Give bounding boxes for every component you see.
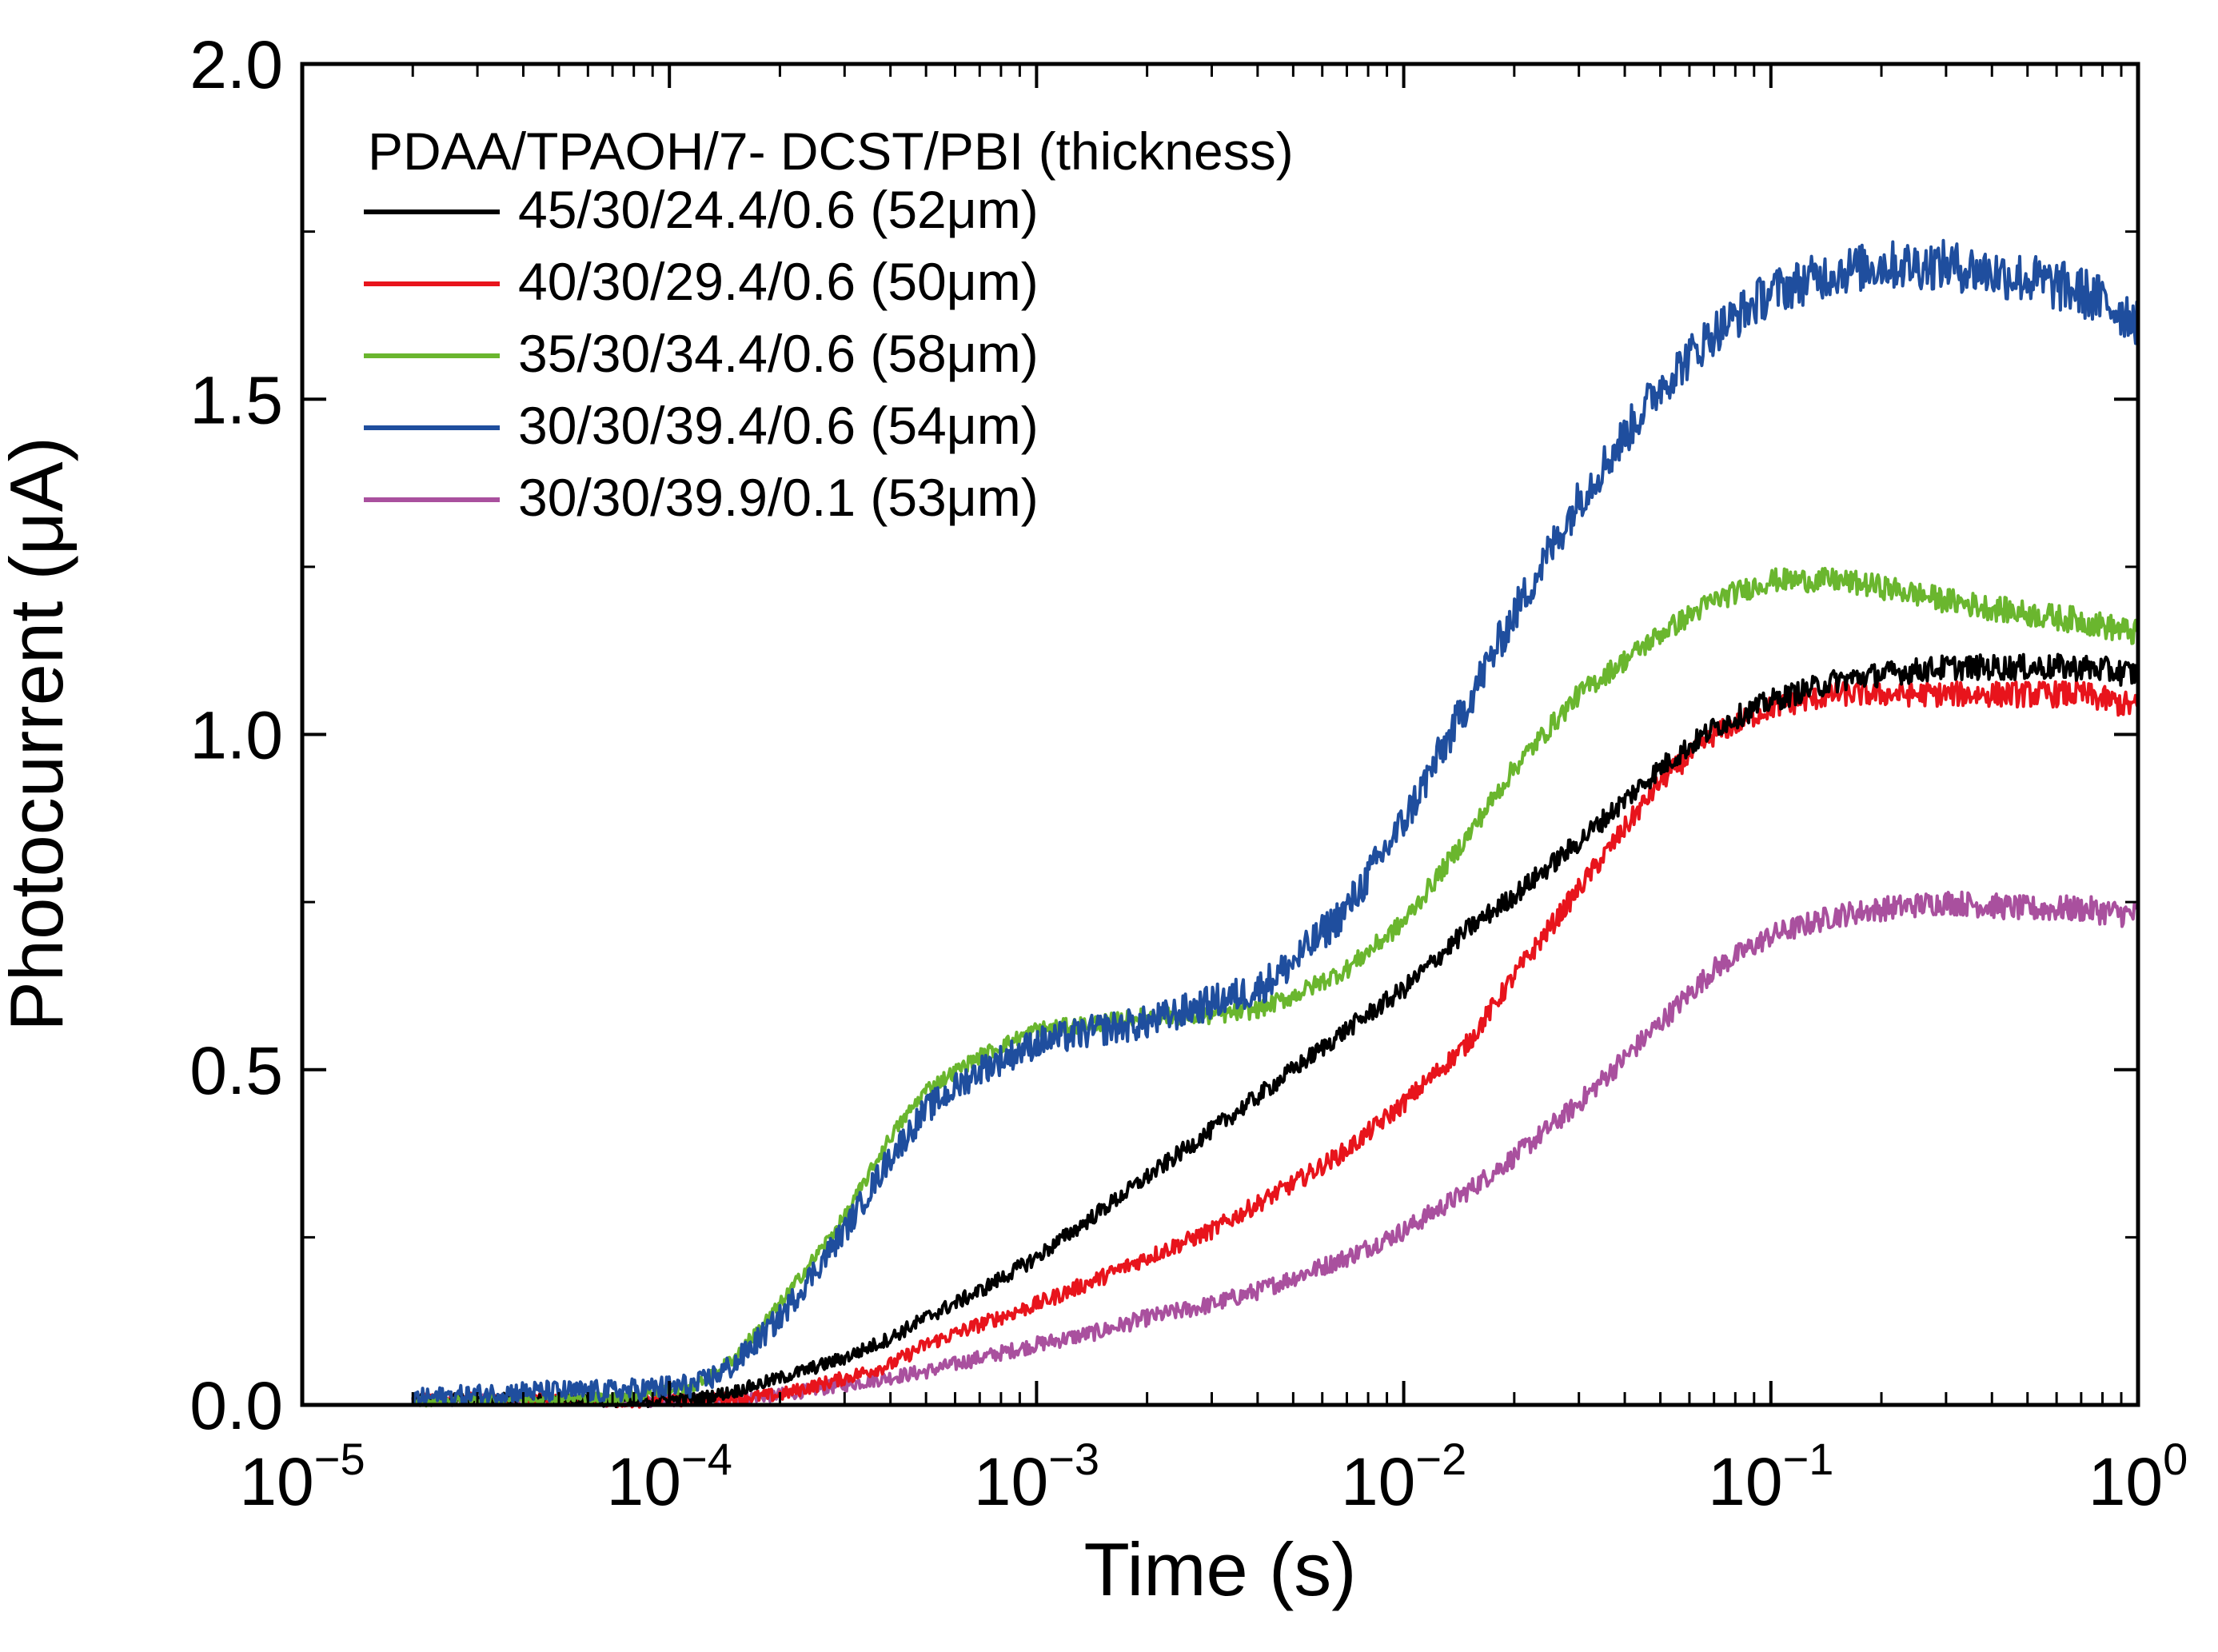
series-line-5	[411, 890, 2139, 1408]
x-tick-label: 10−2	[1341, 1434, 1466, 1519]
x-tick-label: 10−3	[974, 1434, 1099, 1519]
x-tick-label: 10−1	[1708, 1434, 1833, 1519]
y-tick-label: 0.0	[189, 1368, 283, 1443]
y-tick-label: 1.5	[189, 362, 283, 437]
y-axis-title: Photocurrent (μA)	[0, 437, 78, 1032]
y-tick-label: 0.5	[189, 1033, 283, 1108]
legend: PDAA/TPAOH/7- DCST/PBI (thickness) 45/30…	[364, 122, 1294, 527]
x-tick-label: 10−5	[239, 1434, 365, 1519]
series-line-3	[411, 566, 2140, 1408]
ticks: 10−5 10−4 10−3 10−2 10−1 100 0.0 0.5 1.0 1.5 2.0	[189, 27, 2188, 1519]
legend-label-2: 40/30/29.4/0.6 (50μm)	[518, 252, 1039, 311]
legend-label-5: 30/30/39.9/0.1 (53μm)	[518, 468, 1039, 527]
y-tick-label: 2.0	[189, 27, 283, 102]
series-layer	[411, 238, 2140, 1409]
legend-label-4: 30/30/39.4/0.6 (54μm)	[518, 396, 1039, 455]
series-line-4	[411, 238, 2140, 1407]
legend-title: PDAA/TPAOH/7- DCST/PBI (thickness)	[368, 122, 1294, 181]
series-line-2	[411, 680, 2140, 1409]
legend-label-1: 45/30/24.4/0.6 (52μm)	[518, 180, 1039, 239]
series-line-1	[412, 652, 2140, 1408]
x-tick-label: 100	[2088, 1434, 2188, 1519]
x-tick-label: 10−4	[607, 1434, 732, 1519]
x-axis-title: Time (s)	[1083, 1527, 1356, 1611]
legend-label-3: 35/30/34.4/0.6 (58μm)	[518, 324, 1039, 383]
y-tick-label: 1.0	[189, 698, 283, 773]
